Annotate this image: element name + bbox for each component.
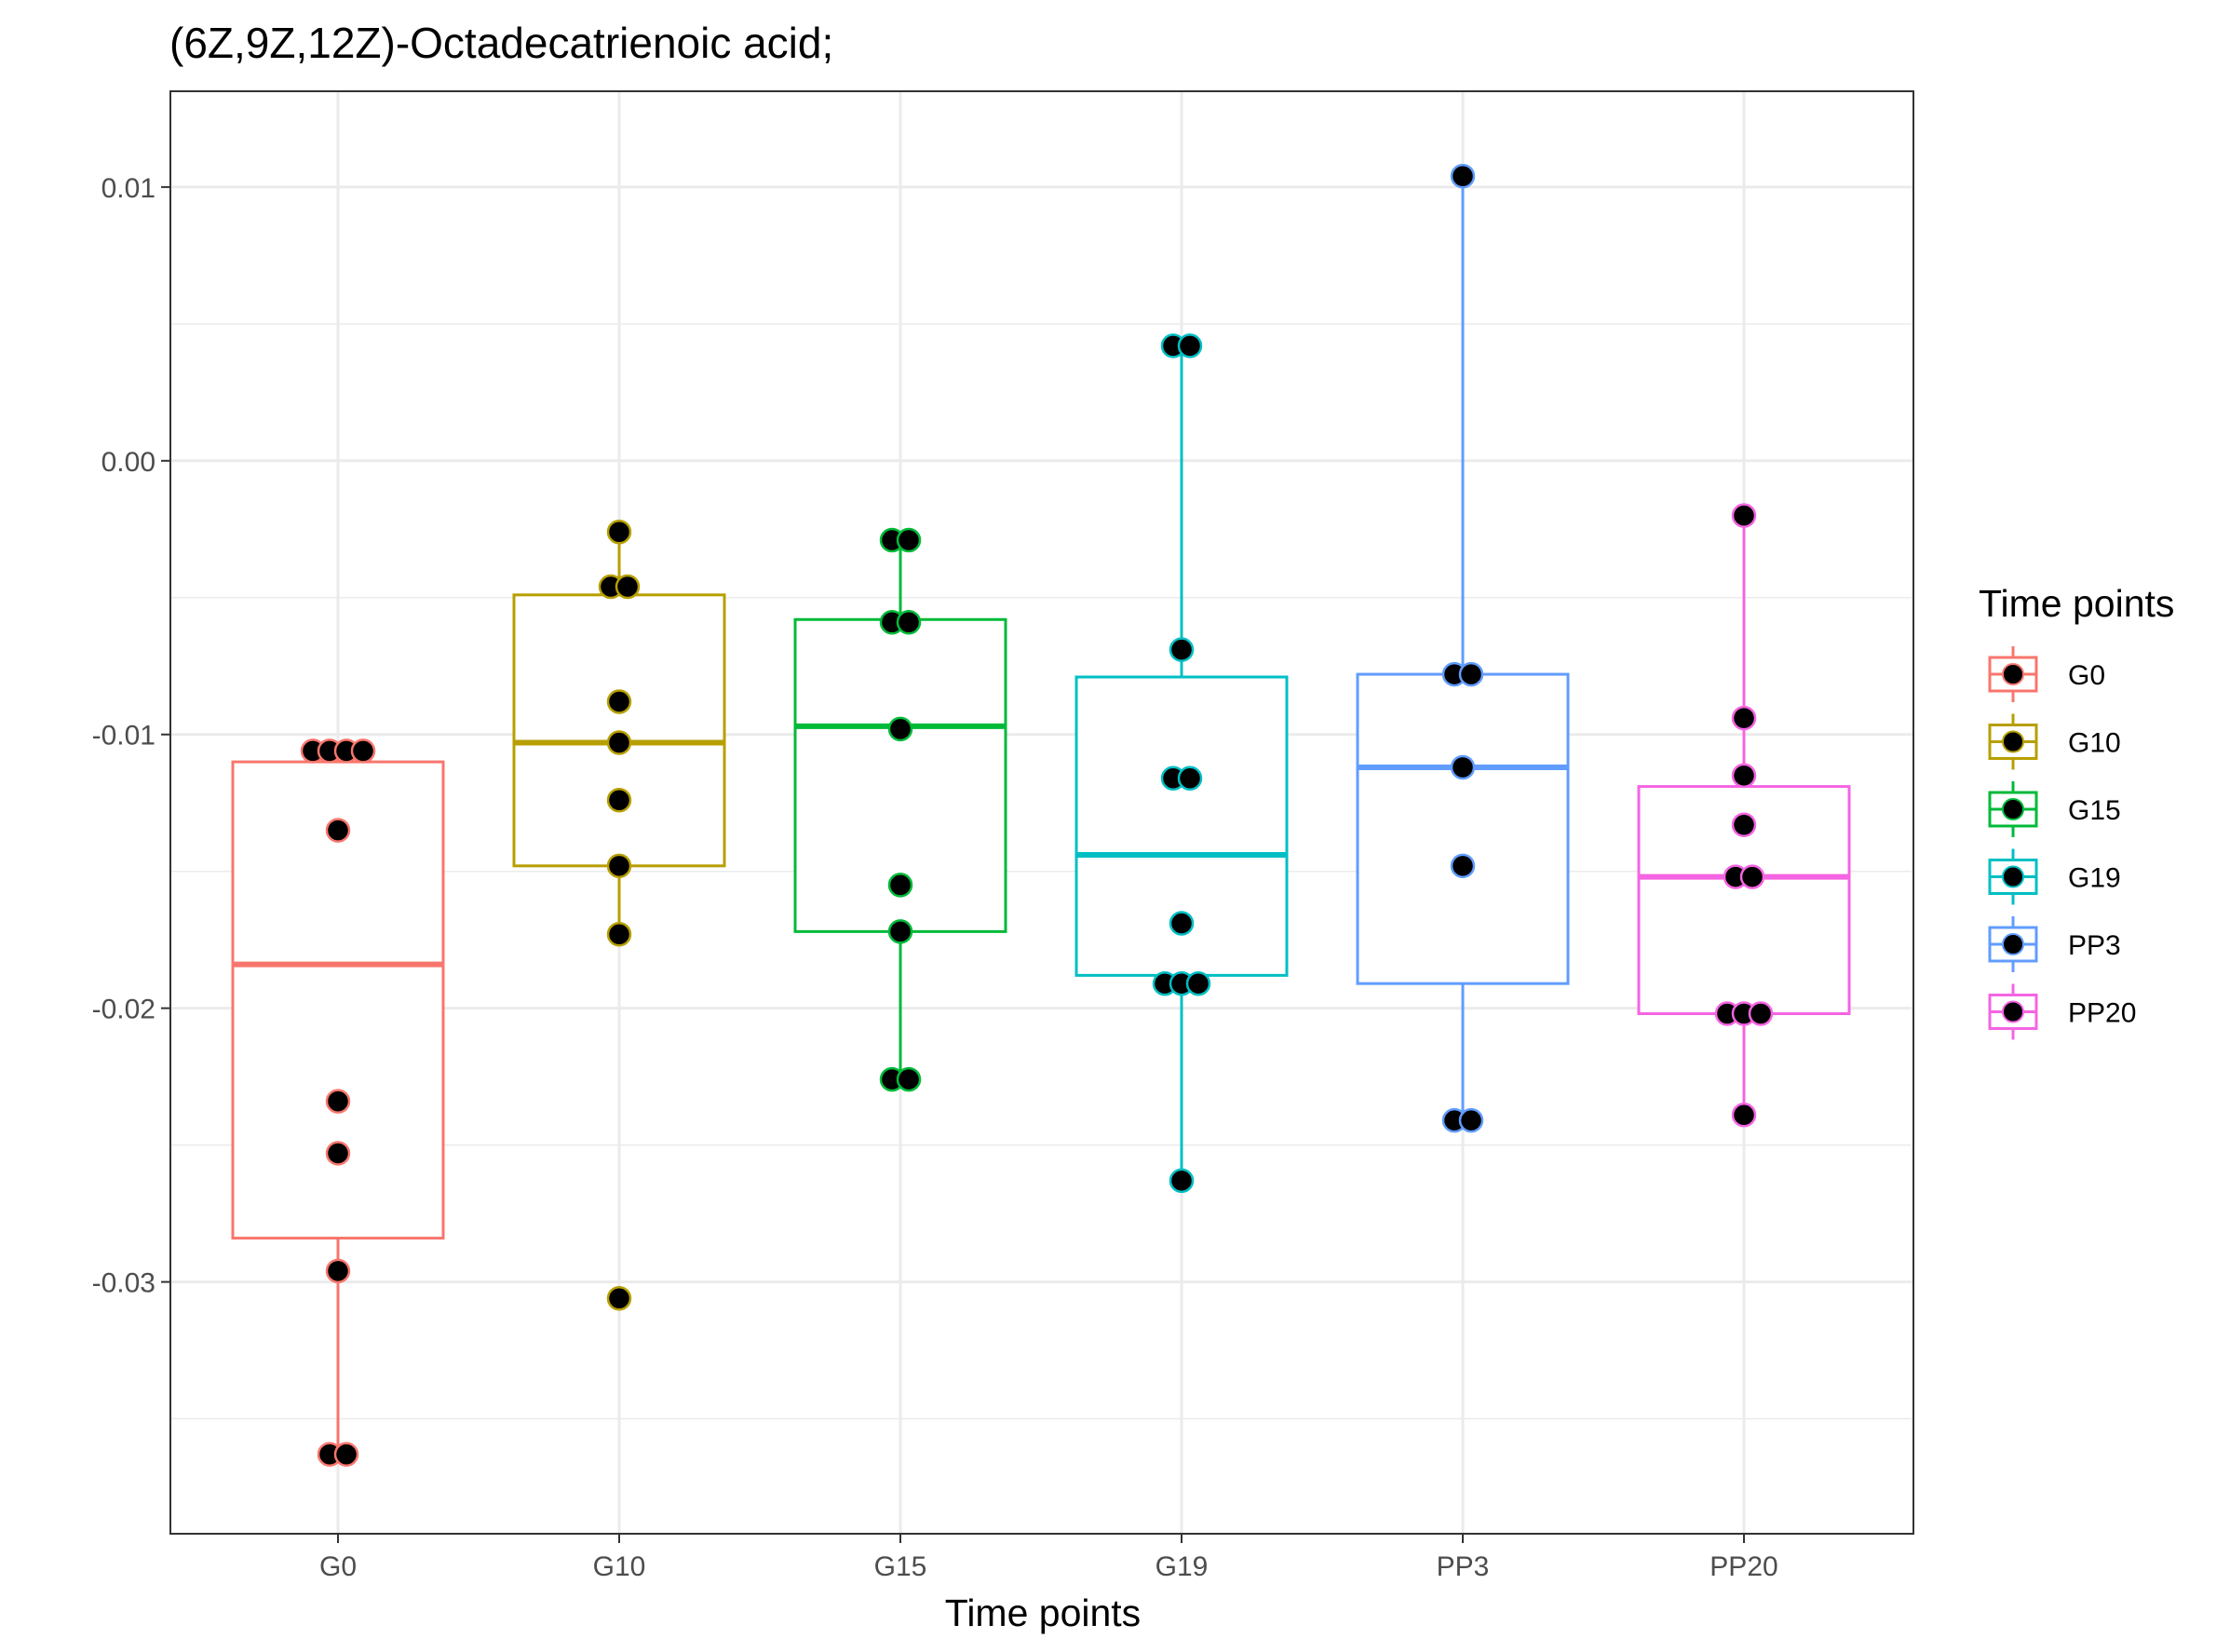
data-point: [1450, 853, 1476, 879]
box-pp3: [1356, 176, 1570, 1121]
points-layer: [300, 163, 1774, 1468]
legend-key-point: [2002, 933, 2024, 955]
x-axis-title: Time points: [945, 1591, 1141, 1634]
data-point: [1177, 333, 1203, 359]
legend-label: G10: [2068, 728, 2121, 759]
data-point: [1731, 705, 1757, 731]
data-point: [887, 716, 913, 742]
box-rect: [1356, 672, 1570, 985]
x-tick-label: G15: [874, 1551, 927, 1582]
data-point: [1458, 1107, 1484, 1133]
legend-item-g10: G10: [1988, 713, 2121, 770]
data-point: [1177, 765, 1203, 792]
data-point: [1731, 763, 1757, 789]
data-point: [1739, 864, 1765, 889]
legend-item-g19: G19: [1988, 848, 2121, 905]
legend-item-g15: G15: [1988, 781, 2121, 837]
legend-item-pp20: PP20: [1988, 983, 2136, 1040]
legend-key-point: [2002, 865, 2024, 888]
legend-key-point: [2002, 730, 2024, 753]
y-tick-label: -0.01: [92, 721, 155, 752]
x-axis: G0 G10 G15 G19 PP3 PP20: [319, 1534, 1778, 1582]
data-point: [325, 1141, 351, 1166]
data-point: [606, 788, 632, 813]
data-point: [896, 527, 922, 553]
data-point: [325, 1258, 351, 1284]
legend-label: G15: [2068, 795, 2121, 826]
legend-item-pp3: PP3: [1988, 916, 2121, 972]
y-tick-label: 0.01: [101, 173, 155, 204]
data-point: [325, 818, 351, 843]
data-point: [606, 1285, 632, 1311]
x-tick-label: G0: [319, 1551, 357, 1582]
y-tick-label: 0.00: [101, 447, 155, 478]
data-point: [1450, 754, 1476, 780]
legend-label: PP20: [2068, 998, 2136, 1029]
data-point: [1731, 503, 1757, 528]
data-point: [606, 853, 632, 879]
legend-label: G19: [2068, 863, 2121, 894]
y-tick-label: -0.03: [92, 1268, 155, 1299]
data-point: [606, 689, 632, 714]
legend-label: G0: [2068, 660, 2105, 691]
legend: Time points G0 G10 G15 G19 PP3 PP20: [1979, 582, 2174, 1040]
data-point: [1748, 1001, 1774, 1026]
box-g19: [1074, 345, 1289, 1181]
data-point: [1169, 637, 1195, 662]
data-point: [1185, 970, 1211, 996]
boxes-layer: [231, 176, 1851, 1455]
data-point: [887, 919, 913, 944]
legend-item-g0: G0: [1988, 646, 2105, 702]
x-tick-label: G10: [593, 1551, 646, 1582]
x-tick-label: PP3: [1437, 1551, 1490, 1582]
data-point: [1169, 1168, 1195, 1194]
data-point: [896, 1066, 922, 1092]
data-point: [1731, 1103, 1757, 1128]
x-tick-label: G19: [1156, 1551, 1209, 1582]
data-point: [1169, 911, 1195, 936]
data-point: [1450, 163, 1476, 189]
y-tick-label: -0.02: [92, 995, 155, 1025]
data-point: [333, 1442, 359, 1468]
x-tick-label: PP20: [1710, 1551, 1777, 1582]
chart-title: (6Z,9Z,12Z)-Octadecatrienoic acid;: [169, 19, 833, 67]
data-point: [887, 873, 913, 898]
data-point: [896, 609, 922, 635]
legend-key-point: [2002, 663, 2024, 685]
data-point: [606, 922, 632, 947]
data-point: [1458, 661, 1484, 687]
data-point: [1731, 812, 1757, 837]
y-axis: 0.01 0.00 -0.01 -0.02 -0.03: [92, 173, 170, 1299]
data-point: [325, 1089, 351, 1114]
panel-border: [169, 90, 1914, 1535]
data-point: [606, 730, 632, 755]
legend-key-point: [2002, 1000, 2024, 1023]
legend-title: Time points: [1979, 582, 2174, 625]
legend-label: PP3: [2068, 930, 2121, 961]
data-point: [615, 574, 641, 600]
legend-key-point: [2002, 798, 2024, 820]
data-point: [350, 738, 376, 764]
data-point: [606, 519, 632, 545]
